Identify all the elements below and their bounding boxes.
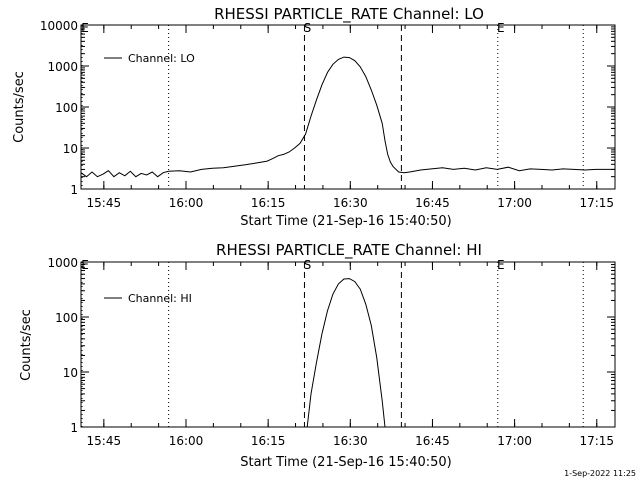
x-tick-label: 16:45	[415, 434, 450, 448]
y-tick-label: 1000	[47, 256, 78, 270]
x-axis-label: Start Time (21-Sep-16 15:40:50)	[240, 214, 451, 229]
panel-lo: RHESSI PARTICLE_RATE Channel: LO E S E 1 10…	[12, 5, 616, 229]
x-tick-label: 16:15	[251, 434, 286, 448]
y-tick-label: 1	[70, 421, 78, 435]
x-tick-label: 16:45	[415, 196, 450, 210]
x-tick-label: 15:45	[87, 196, 122, 210]
marker-label: S	[304, 21, 312, 35]
x-tick-label: 16:00	[169, 434, 204, 448]
series-line-lo	[80, 56, 615, 178]
legend-label: Channel: LO	[128, 52, 195, 65]
y-tick-label: 1000	[47, 60, 78, 74]
marker-label: E	[81, 21, 89, 35]
y-axis: 1 10 100 1000	[47, 256, 615, 435]
y-axis-label: Counts/sec	[19, 309, 34, 381]
marker-label: S	[304, 258, 312, 272]
chart-title: RHESSI PARTICLE_RATE Channel: LO	[214, 5, 484, 24]
x-tick-label: 16:30	[333, 196, 368, 210]
marker-label: E	[497, 258, 505, 272]
marker-label: E	[81, 258, 89, 272]
x-tick-label: 16:30	[333, 434, 368, 448]
y-tick-label: 1	[70, 183, 78, 197]
chart-title: RHESSI PARTICLE_RATE Channel: HI	[216, 241, 482, 260]
y-axis-label: Counts/sec	[12, 71, 27, 143]
y-tick-label: 100	[55, 311, 78, 325]
x-axis: 15:45 16:00 16:15 16:30 16:45 17:00 17:15	[87, 262, 614, 448]
y-tick-label: 10000	[40, 19, 78, 33]
x-axis: 15:45 16:00 16:15 16:30 16:45 17:00 17:15	[87, 25, 614, 210]
x-tick-label: 17:00	[497, 196, 532, 210]
timestamp: 1-Sep-2022 11:25	[564, 469, 636, 478]
y-tick-label: 100	[55, 101, 78, 115]
legend-label: Channel: HI	[128, 292, 192, 305]
y-tick-label: 10	[63, 142, 78, 156]
y-axis: 1 10 100 1000 10000	[40, 19, 615, 197]
marker-label: E	[497, 21, 505, 35]
x-axis-label: Start Time (21-Sep-16 15:40:50)	[240, 455, 451, 470]
plot-frame	[80, 24, 616, 190]
x-tick-label: 17:15	[579, 434, 614, 448]
series-line-hi	[306, 278, 386, 428]
x-tick-label: 17:00	[497, 434, 532, 448]
x-tick-label: 16:15	[251, 196, 286, 210]
x-tick-label: 17:15	[579, 196, 614, 210]
x-tick-label: 16:00	[169, 196, 204, 210]
x-tick-label: 15:45	[87, 434, 122, 448]
plot-frame	[80, 261, 616, 428]
y-tick-label: 10	[63, 366, 78, 380]
panel-hi: RHESSI PARTICLE_RATE Channel: HI E S E 1 10…	[19, 241, 616, 470]
